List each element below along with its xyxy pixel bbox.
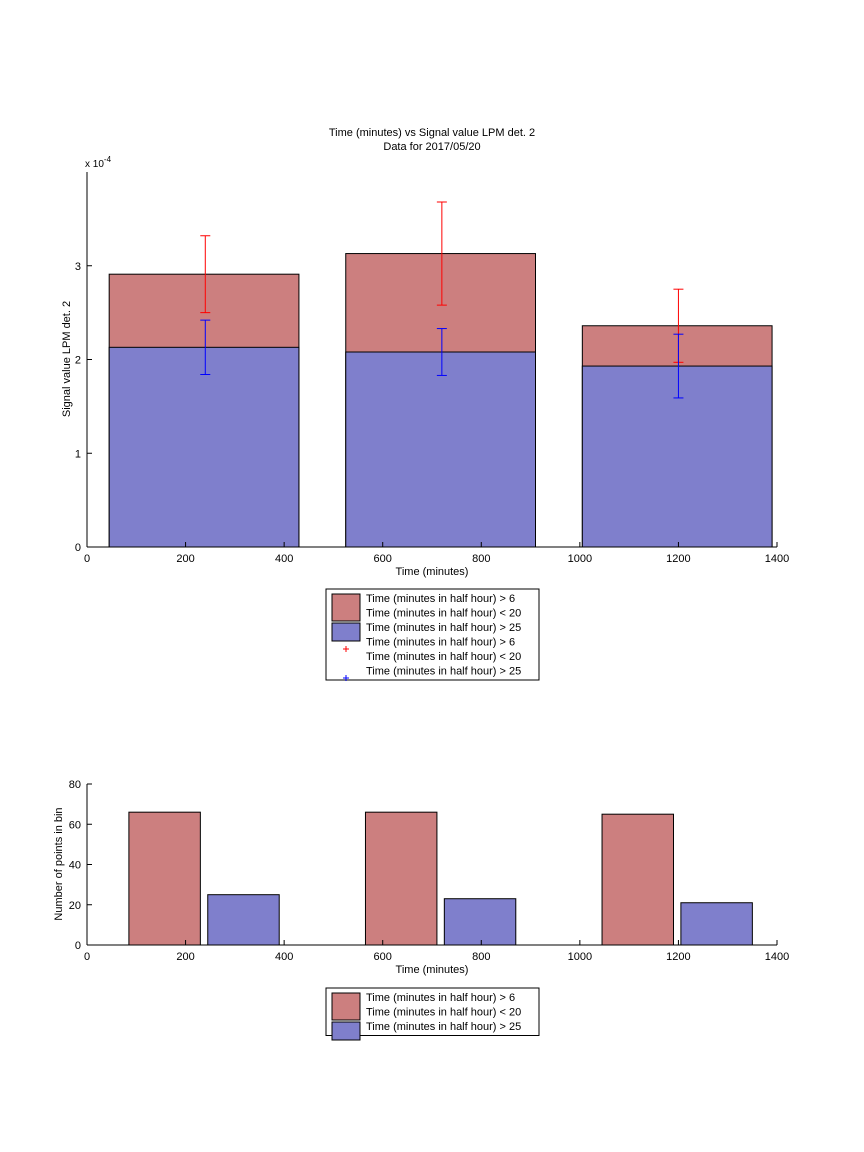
y-tick-label: 1 xyxy=(75,448,81,460)
legend-box xyxy=(325,588,540,681)
x-tick-label: 600 xyxy=(374,553,392,565)
x-tick-label: 200 xyxy=(176,951,194,963)
y-tick-label: 2 xyxy=(75,355,81,367)
x-tick-label: 400 xyxy=(275,951,293,963)
y-axis-label: Number of points in bin xyxy=(53,807,65,920)
legend-swatch xyxy=(331,593,361,622)
x-tick-label: 800 xyxy=(472,553,490,565)
legend-box xyxy=(325,987,540,1036)
bar-count-6-20 xyxy=(364,811,438,946)
x-axis-label: Time (minutes) xyxy=(396,964,469,976)
legend-label: Time (minutes in half hour) < 20 xyxy=(366,651,521,663)
x-tick-label: 0 xyxy=(84,553,90,565)
x-tick-label: 600 xyxy=(374,951,392,963)
x-tick-label: 1000 xyxy=(568,951,592,963)
legend-swatch xyxy=(331,1021,361,1041)
legend-label: Time (minutes in half hour) < 20 xyxy=(366,608,521,620)
count-axes: 0 200 400 600 800 1000 1200 1400 0 20 40 60 80 xyxy=(69,779,789,963)
x-tick-label: 400 xyxy=(275,553,293,565)
count-chart: 0 200 400 600 800 1000 1200 1400 0 20 40 60 80 Time … xyxy=(53,779,789,1041)
legend-label: Time (minutes in half hour) > 25 xyxy=(366,666,521,678)
y-exponent-label: x 10-4 xyxy=(85,155,112,170)
legend-label: Time (minutes in half hour) > 25 xyxy=(366,622,521,634)
y-exponent-base: x 10 xyxy=(85,159,104,170)
signal-chart: Time (minutes) vs Signal value LPM det. … xyxy=(61,127,789,681)
x-tick-label: 0 xyxy=(84,951,90,963)
legend-swatch xyxy=(331,992,361,1021)
bar-count-6-20 xyxy=(601,813,674,946)
count-bars xyxy=(128,811,753,946)
x-tick-label: 1200 xyxy=(666,553,690,565)
bar-signal-25 xyxy=(581,365,773,548)
x-tick-label: 1000 xyxy=(568,553,592,565)
y-tick-label: 20 xyxy=(69,900,81,912)
x-tick-label: 1200 xyxy=(666,951,690,963)
y-tick-label: 3 xyxy=(75,261,81,273)
signal-bars xyxy=(108,253,773,548)
x-tick-label: 1400 xyxy=(765,553,789,565)
bar-count-25 xyxy=(443,898,517,946)
y-tick-label: 80 xyxy=(69,779,81,791)
bar-count-25 xyxy=(207,894,280,946)
bar-count-25 xyxy=(680,902,753,946)
x-tick-label: 1400 xyxy=(765,951,789,963)
count-legend: Time (minutes in half hour) > 6 Time (min… xyxy=(325,987,540,1041)
x-axis-label: Time (minutes) xyxy=(396,566,469,578)
signal-axes: 0 200 400 600 800 1000 1200 1400 0 1 2 3 xyxy=(75,172,789,565)
y-tick-label: 40 xyxy=(69,860,81,872)
x-tick-label: 800 xyxy=(472,951,490,963)
y-tick-label: 60 xyxy=(69,819,81,831)
legend-label: Time (minutes in half hour) > 6 xyxy=(366,992,515,1004)
legend-label: Time (minutes in half hour) > 6 xyxy=(366,637,515,649)
y-exponent-power: -4 xyxy=(104,155,112,164)
signal-errorbars xyxy=(200,201,684,399)
y-tick-label: 0 xyxy=(75,940,81,952)
legend-label: Time (minutes in half hour) > 25 xyxy=(366,1021,521,1033)
bar-count-6-20 xyxy=(128,811,201,946)
legend-label: Time (minutes in half hour) < 20 xyxy=(366,1007,521,1019)
signal-legend: Time (minutes in half hour) > 6 Time (min… xyxy=(325,588,540,681)
chart-title: Time (minutes) vs Signal value LPM det. … xyxy=(329,127,535,139)
svg-text:x 10-4: x 10-4 xyxy=(85,155,112,170)
bar-signal-25 xyxy=(108,346,300,548)
y-tick-label: 0 xyxy=(75,542,81,554)
y-axis-label: Signal value LPM det. 2 xyxy=(61,301,73,417)
legend-label: Time (minutes in half hour) > 6 xyxy=(366,593,515,605)
bar-signal-25 xyxy=(345,351,536,548)
chart-subtitle: Data for 2017/05/20 xyxy=(383,141,480,153)
legend-swatch xyxy=(331,622,361,642)
x-tick-label: 200 xyxy=(176,553,194,565)
